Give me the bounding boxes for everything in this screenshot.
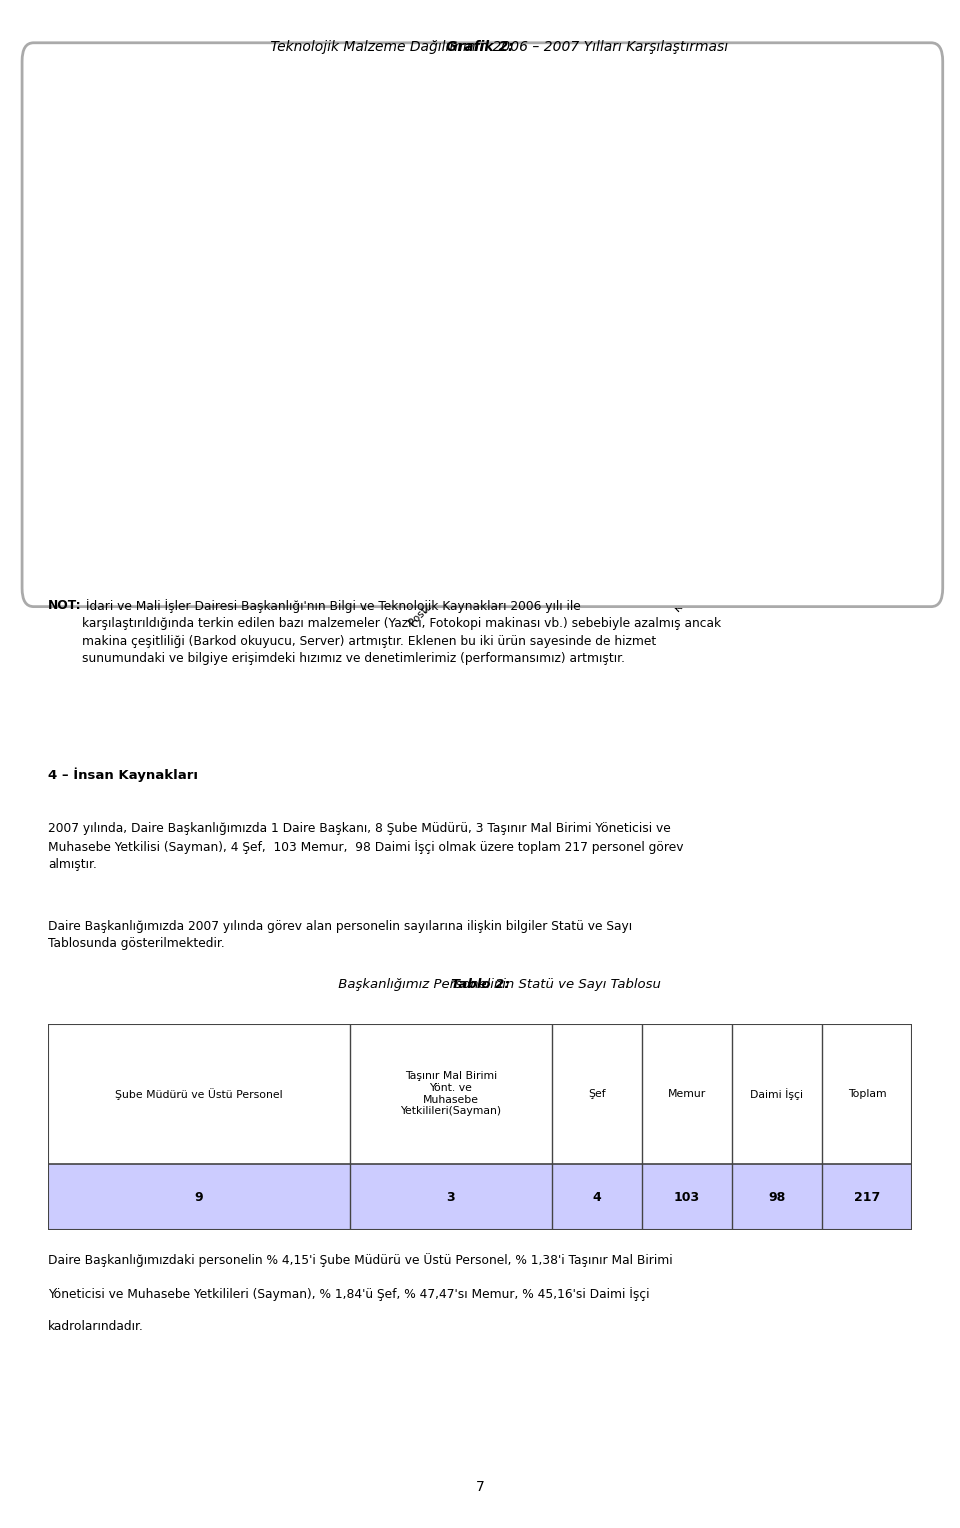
Text: 52: 52 xyxy=(361,330,373,339)
Text: Daire Başkanlığımızdaki personelin % 4,15'i Şube Müdürü ve Üstü Personel, % 1,38: Daire Başkanlığımızdaki personelin % 4,1… xyxy=(48,1253,673,1267)
Text: 1: 1 xyxy=(261,512,267,521)
Text: Şef: Şef xyxy=(588,1089,606,1099)
Text: Tablo 2:: Tablo 2: xyxy=(450,978,510,992)
Bar xyxy=(442,160,463,527)
Bar xyxy=(420,160,442,527)
Text: 1: 1 xyxy=(575,512,581,521)
Text: 103: 103 xyxy=(443,148,462,157)
Text: 1: 1 xyxy=(490,512,496,521)
Bar xyxy=(252,524,275,527)
Text: 103: 103 xyxy=(420,148,440,157)
Text: 2007 yılında, Daire Başkanlığımızda 1 Daire Başkanı, 8 Şube Müdürü, 3 Taşınır Ma: 2007 yılında, Daire Başkanlığımızda 1 Da… xyxy=(48,822,684,871)
Bar xyxy=(230,524,252,527)
Text: Grafik 2:: Grafik 2: xyxy=(446,40,514,53)
Text: Başkanlığımız Personelinin Statü ve Sayı Tablosu: Başkanlığımız Personelinin Statü ve Sayı… xyxy=(300,978,660,992)
Text: Taşınır Mal Birimi
Yönt. ve
Muhasebe
Yetkilileri(Sayman): Taşınır Mal Birimi Yönt. ve Muhasebe Yet… xyxy=(400,1071,501,1117)
Text: 2: 2 xyxy=(615,509,622,516)
Bar xyxy=(692,509,714,527)
Text: Daire Başkanlığımızda 2007 yılında görev alan personelin sayılarına ilişkin bilg: Daire Başkanlığımızda 2007 yılında görev… xyxy=(48,920,632,950)
Text: 4: 4 xyxy=(198,501,204,510)
Text: 98: 98 xyxy=(768,1190,785,1204)
Text: 1: 1 xyxy=(512,512,518,521)
Text: 217: 217 xyxy=(853,1190,880,1204)
Text: 1: 1 xyxy=(553,512,559,521)
Bar xyxy=(670,516,692,527)
Text: 1: 1 xyxy=(239,512,245,521)
Text: Şube Müdürü ve Üstü Personel: Şube Müdürü ve Üstü Personel xyxy=(115,1088,283,1100)
Text: 44: 44 xyxy=(383,359,396,367)
Text: 103: 103 xyxy=(674,1190,700,1204)
Bar xyxy=(106,509,128,527)
Bar xyxy=(566,524,588,527)
Text: 4: 4 xyxy=(592,1190,601,1204)
Bar xyxy=(48,1164,912,1230)
Bar xyxy=(190,513,212,527)
Text: 3: 3 xyxy=(679,504,684,513)
Bar xyxy=(482,524,504,527)
Text: NOT:: NOT: xyxy=(48,599,82,613)
Bar xyxy=(545,524,566,527)
Legend: 2006, 2007: 2006, 2007 xyxy=(844,105,915,154)
Text: 4 – İnsan Kaynakları: 4 – İnsan Kaynakları xyxy=(48,767,198,782)
Bar xyxy=(294,516,316,527)
Text: 4: 4 xyxy=(324,501,330,510)
Text: Memur: Memur xyxy=(667,1089,706,1099)
Text: 5: 5 xyxy=(176,498,182,506)
Bar xyxy=(316,513,338,527)
Bar xyxy=(128,516,149,527)
Text: İdari ve Mali İşler Dairesi Başkanlığı'nın Bilgi ve Teknolojik Kaynakları 2006 y: İdari ve Mali İşler Dairesi Başkanlığı'n… xyxy=(82,599,721,666)
Text: Yöneticisi ve Muhasebe Yetkilileri (Sayman), % 1,84'ü Şef, % 47,47'sı Memur, % 4: Yöneticisi ve Muhasebe Yetkilileri (Saym… xyxy=(48,1287,650,1300)
Bar xyxy=(796,524,818,527)
Bar xyxy=(630,520,652,527)
Text: 5: 5 xyxy=(113,498,119,506)
Text: 3: 3 xyxy=(446,1190,455,1204)
Bar xyxy=(733,520,756,527)
Bar xyxy=(48,1024,912,1164)
Bar xyxy=(356,342,378,527)
Text: kadrolarındadır.: kadrolarındadır. xyxy=(48,1320,144,1334)
Text: Toplam: Toplam xyxy=(848,1089,886,1099)
Text: 1: 1 xyxy=(804,512,810,521)
Text: 9: 9 xyxy=(195,1190,204,1204)
Text: 2: 2 xyxy=(637,509,644,516)
Bar xyxy=(378,370,400,527)
Bar xyxy=(168,509,190,527)
Text: 2: 2 xyxy=(741,509,747,516)
Bar xyxy=(756,520,778,527)
Text: 8: 8 xyxy=(889,487,895,495)
Bar xyxy=(880,498,902,527)
Text: 7: 7 xyxy=(475,1481,485,1494)
Text: 3: 3 xyxy=(135,504,141,513)
Bar xyxy=(608,520,630,527)
Text: 2: 2 xyxy=(763,509,769,516)
Bar xyxy=(504,524,526,527)
Text: Daimi İşçi: Daimi İşçi xyxy=(751,1088,804,1100)
Text: 5: 5 xyxy=(700,498,707,506)
Text: 3: 3 xyxy=(301,504,308,513)
Text: Teknolojik Malzeme Dağılımının 2006 – 2007 Yılları Karşılaştırması: Teknolojik Malzeme Dağılımının 2006 – 20… xyxy=(231,40,729,53)
